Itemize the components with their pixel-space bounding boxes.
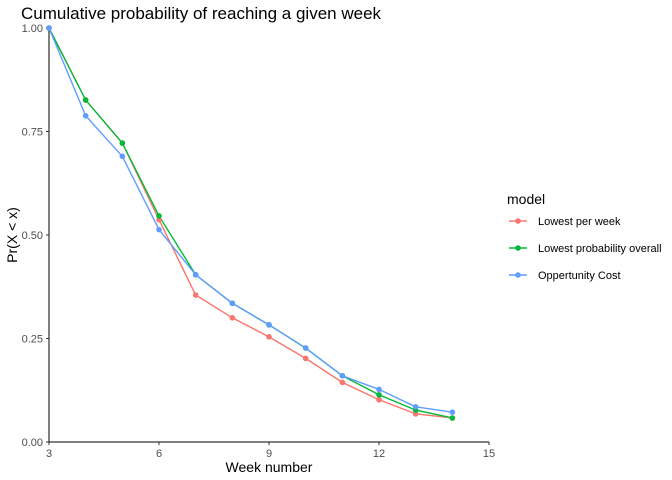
chart-title: Cumulative probability of reaching a giv…	[21, 4, 382, 23]
data-point	[119, 153, 126, 160]
x-tick-label: 9	[266, 448, 272, 460]
legend-item: Lowest probability overall	[509, 243, 662, 255]
legend-items: Lowest per week Lowest probability overal…	[509, 216, 662, 282]
y-axis-title: Pr(X < x)	[4, 207, 20, 263]
data-point	[302, 355, 309, 362]
data-point	[82, 97, 89, 103]
legend-key-point	[515, 272, 521, 278]
data-point	[266, 322, 272, 328]
data-point	[192, 292, 199, 298]
x-axis-title: Week number	[226, 459, 313, 475]
y-tick-label: 1.00	[22, 23, 43, 35]
data-point	[82, 112, 89, 119]
data-point	[376, 392, 382, 398]
data-point	[192, 271, 199, 278]
series-lines	[48, 27, 453, 419]
y-tick-label: 0.75	[22, 127, 43, 139]
legend-item: Lowest per week	[509, 216, 621, 228]
data-point	[449, 409, 456, 415]
legend: model Lowest per week Lowest probability …	[507, 191, 662, 282]
legend-item: Oppertunity Cost	[509, 270, 621, 282]
x-tick-label: 12	[373, 448, 385, 460]
data-point	[412, 404, 419, 410]
data-point	[339, 372, 346, 379]
series-points	[46, 25, 456, 421]
data-point	[229, 300, 236, 307]
data-point	[376, 386, 382, 393]
legend-key-point	[515, 218, 521, 224]
data-point	[229, 315, 236, 321]
legend-key-point	[515, 245, 521, 251]
y-tick-label: 0.50	[22, 230, 43, 242]
data-point	[46, 25, 52, 31]
x-tick-label: 15	[483, 448, 495, 460]
x-tick-label: 6	[156, 448, 162, 460]
y-axis-ticks: 0.00 0.25 0.50 0.75 1.00	[22, 23, 49, 449]
legend-label: Lowest per week	[538, 216, 621, 228]
plot-panel: 0.00 0.25 0.50 0.75 1.00 3 6 9 12 15	[22, 23, 496, 460]
series-line-0	[48, 27, 453, 419]
x-axis-ticks: 3 6 9 12 15	[46, 442, 495, 460]
series-line-1	[48, 27, 453, 419]
series-line-2	[48, 27, 453, 413]
data-point	[266, 334, 272, 340]
data-point	[156, 213, 162, 219]
data-point	[156, 226, 162, 233]
data-point	[302, 345, 309, 351]
data-point	[119, 140, 126, 146]
legend-label: Lowest probability overall	[538, 243, 662, 255]
data-point	[449, 415, 456, 421]
y-tick-label: 0.25	[22, 334, 43, 346]
data-point	[339, 379, 346, 386]
legend-title: model	[507, 191, 545, 207]
y-tick-label: 0.00	[22, 437, 43, 449]
data-point	[376, 396, 382, 403]
x-tick-label: 3	[46, 448, 52, 460]
legend-label: Oppertunity Cost	[538, 270, 621, 282]
